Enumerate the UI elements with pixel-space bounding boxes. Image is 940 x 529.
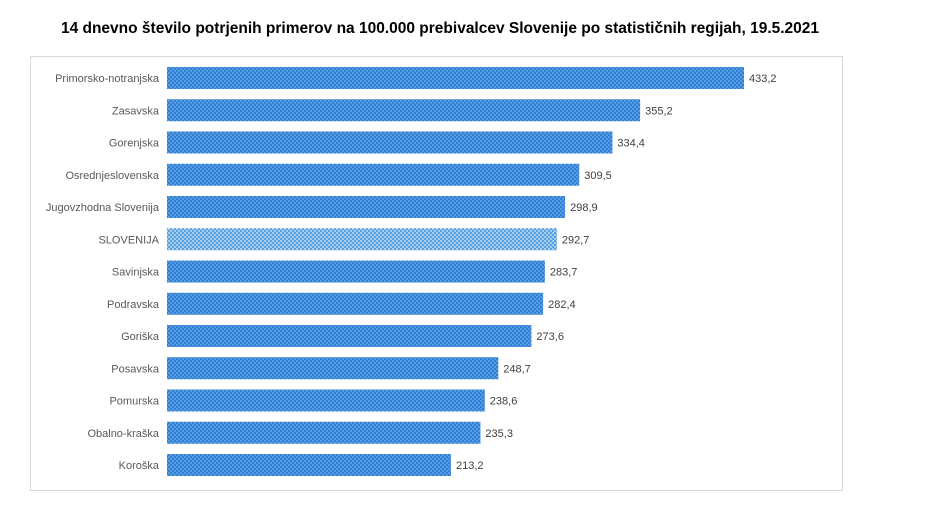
chart-title: 14 dnevno število potrjenih primerov na … xyxy=(60,20,820,37)
data-label: 292,7 xyxy=(562,234,590,246)
category-label: Posavska xyxy=(111,363,160,375)
data-label: 273,6 xyxy=(536,331,564,343)
category-label: Podravska xyxy=(107,299,160,311)
bar xyxy=(167,260,545,283)
bar xyxy=(167,389,485,412)
bar xyxy=(167,228,557,251)
category-label: Gorenjska xyxy=(109,138,160,150)
bar xyxy=(167,67,744,89)
data-label: 238,6 xyxy=(490,396,518,408)
data-label: 213,2 xyxy=(456,460,484,472)
category-label: Goriška xyxy=(121,331,160,343)
category-label: Koroška xyxy=(119,460,160,472)
data-label: 248,7 xyxy=(503,363,531,375)
category-label: SLOVENIJA xyxy=(98,234,159,246)
bar xyxy=(167,325,532,347)
category-label: Jugovzhodna Slovenija xyxy=(46,202,160,214)
bar xyxy=(167,99,641,122)
category-label: Zasavska xyxy=(112,105,160,117)
data-label: 334,4 xyxy=(617,138,645,150)
chart-frame xyxy=(30,56,843,491)
data-label: 283,7 xyxy=(550,267,578,279)
bar xyxy=(167,131,613,154)
bar xyxy=(167,163,580,186)
data-label: 282,4 xyxy=(548,299,576,311)
bar xyxy=(167,292,544,315)
data-label: 355,2 xyxy=(645,105,673,117)
category-label: Obalno-kraška xyxy=(87,428,159,440)
bar xyxy=(167,454,451,476)
category-label: Pomurska xyxy=(109,396,159,408)
bar xyxy=(167,421,481,444)
bar xyxy=(167,196,566,218)
data-label: 298,9 xyxy=(570,202,598,214)
category-label: Primorsko-notranjska xyxy=(55,73,160,85)
data-label: 309,5 xyxy=(584,170,612,182)
category-label: Savinjska xyxy=(112,267,160,279)
bar xyxy=(167,357,499,380)
data-label: 235,3 xyxy=(485,428,513,440)
category-label: Osrednjeslovenska xyxy=(65,170,159,182)
data-label: 433,2 xyxy=(749,73,777,85)
